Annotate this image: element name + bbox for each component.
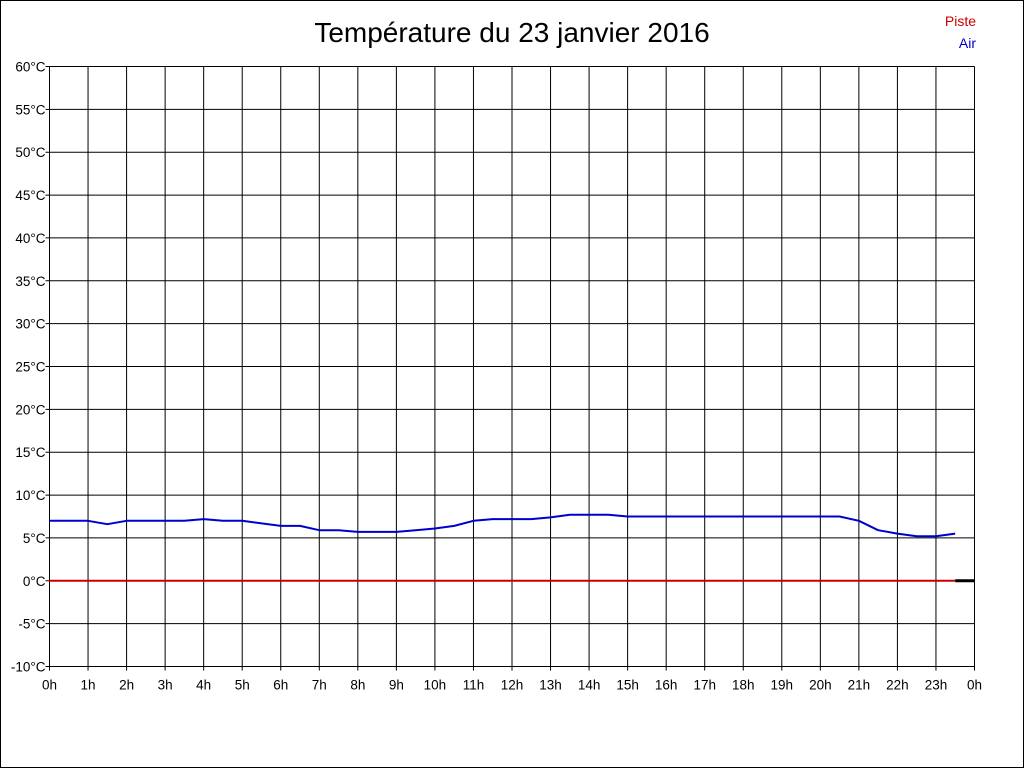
x-tick-label: 7h (312, 678, 327, 693)
x-tick-label: 9h (389, 678, 404, 693)
y-tick-label: 50°C (15, 145, 45, 160)
y-tick-label: 45°C (15, 188, 45, 203)
legend-air: Air (958, 35, 976, 51)
x-tick-label: 1h (81, 678, 96, 693)
y-tick-label: -5°C (18, 617, 45, 632)
x-tick-label: 4h (196, 678, 211, 693)
y-tick-label: 60°C (15, 60, 45, 75)
y-tick-label: 20°C (15, 402, 45, 417)
x-tick-label: 18h (732, 678, 755, 693)
y-tick-label: 35°C (15, 274, 45, 289)
x-tick-label: 21h (848, 678, 871, 693)
x-tick-label: 0h (42, 678, 57, 693)
x-tick-label: 6h (273, 678, 288, 693)
y-tick-label: 40°C (15, 231, 45, 246)
x-tick-label: 2h (119, 678, 134, 693)
y-tick-label: 55°C (15, 102, 45, 117)
y-tick-label: 10°C (15, 488, 45, 503)
y-tick-label: 25°C (15, 360, 45, 375)
x-tick-label: 10h (424, 678, 447, 693)
x-tick-label: 3h (158, 678, 173, 693)
x-tick-label: 12h (501, 678, 524, 693)
x-tick-label: 19h (771, 678, 794, 693)
y-tick-label: 15°C (15, 445, 45, 460)
x-tick-label: 8h (350, 678, 365, 693)
x-tick-label: 20h (809, 678, 832, 693)
y-tick-label: 5°C (23, 531, 46, 546)
x-tick-label: 13h (539, 678, 562, 693)
legend-piste: Piste (944, 13, 976, 29)
x-tick-label: 0h (967, 678, 982, 693)
x-tick-label: 16h (655, 678, 678, 693)
x-tick-label: 17h (693, 678, 716, 693)
x-tick-label: 22h (886, 678, 909, 693)
series-line-air (49, 513, 956, 538)
x-tick-label: 23h (925, 678, 948, 693)
y-tick-label: 0°C (23, 574, 46, 589)
y-tick-label: -10°C (11, 660, 46, 675)
chart-title: Température du 23 janvier 2016 (314, 17, 710, 48)
y-tick-label: 30°C (15, 317, 45, 332)
x-tick-label: 5h (235, 678, 250, 693)
x-tick-label: 15h (616, 678, 639, 693)
x-tick-label: 14h (578, 678, 601, 693)
x-tick-label: 11h (463, 678, 485, 693)
